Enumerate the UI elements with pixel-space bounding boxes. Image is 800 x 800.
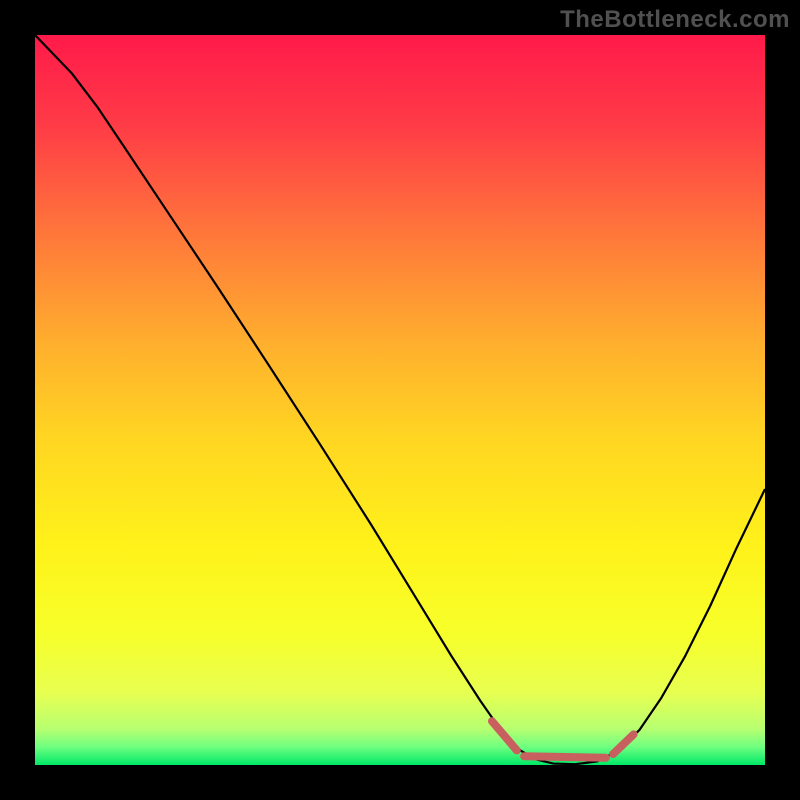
watermark-text: TheBottleneck.com: [560, 6, 790, 34]
plot-area: [35, 35, 765, 765]
accent-trough-marker: [35, 35, 765, 765]
